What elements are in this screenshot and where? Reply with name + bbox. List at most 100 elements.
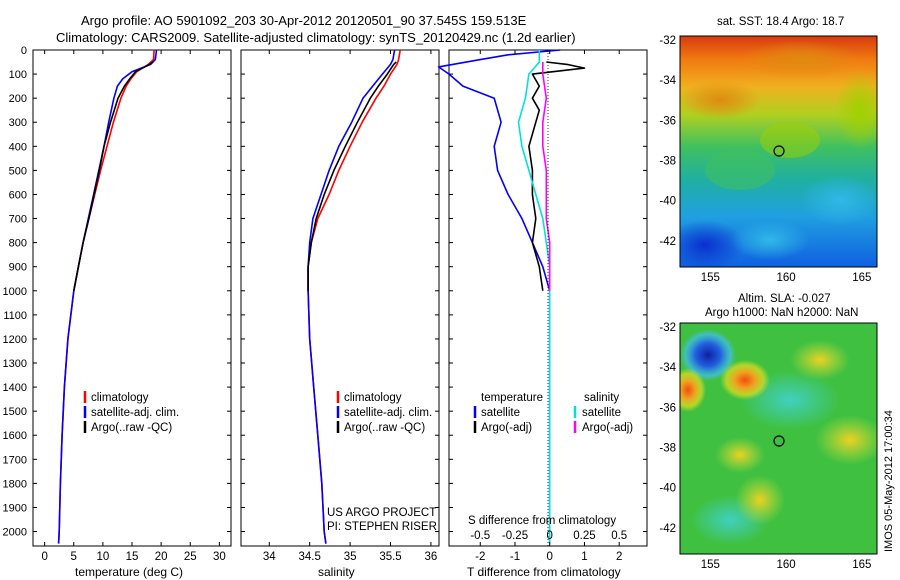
x-tick-label: 5 xyxy=(71,551,77,563)
legend-title-salinity: salinity xyxy=(584,392,619,404)
credit-text: IMOS 05-May-2012 17:00:34 xyxy=(883,410,895,552)
depth-tick-label: 1400 xyxy=(3,382,27,394)
x-tick-label: -2 xyxy=(475,551,485,563)
map-x-tick-label: 165 xyxy=(852,559,871,571)
map-x-tick-label: 165 xyxy=(852,272,871,284)
x-tick-label: 20 xyxy=(155,551,168,563)
map-y-tick-label: -38 xyxy=(659,156,676,168)
sst-map-title: sat. SST: 18.4 Argo: 18.7 xyxy=(717,16,844,28)
depth-tick-label: 1200 xyxy=(3,334,27,346)
map-y-tick-label: -40 xyxy=(659,196,676,208)
map-x-tick-label: 155 xyxy=(701,559,720,571)
series-line-climatology xyxy=(307,49,401,544)
map-y-tick-label: -40 xyxy=(659,483,676,495)
x-top-tick-label: 0.5 xyxy=(611,530,627,542)
header-line1: Argo profile: AO 5901092_203 30-Apr-2012… xyxy=(81,13,527,28)
depth-tick-label: 1700 xyxy=(3,454,27,466)
series-line-salinity-argo-adj- xyxy=(541,62,551,291)
temperature-series xyxy=(57,49,158,544)
x-tick-label: 0 xyxy=(547,551,553,563)
map-x-tick-label: 160 xyxy=(776,559,795,571)
temperature-legend-label-1: satellite-adj. clim. xyxy=(91,407,179,419)
x-top-tick-label: 0.25 xyxy=(573,530,595,542)
salinity-legend: climatology satellite-adj. clim. Argo(..… xyxy=(327,391,437,533)
map-y-tick-label: -36 xyxy=(659,402,676,414)
legend-temp-argo: Argo(-adj) xyxy=(481,422,532,434)
depth-tick-label: 500 xyxy=(9,165,27,177)
x-tick-label: 15 xyxy=(126,551,139,563)
salinity-series xyxy=(307,49,401,544)
series-line-temperature-argo-adj- xyxy=(528,61,586,291)
sla-map-subtitle: Argo h1000: NaN h2000: NaN xyxy=(705,307,858,319)
temperature-legend: climatology satellite-adj. clim. Argo(..… xyxy=(83,391,179,434)
sla-argo-location-marker xyxy=(773,435,785,447)
difference-top-xlabel: S difference from climatology xyxy=(468,515,616,527)
depth-tick-label: 600 xyxy=(9,189,27,201)
legend-sal-satellite: satellite xyxy=(582,407,621,419)
depth-tick-label: 700 xyxy=(9,214,27,226)
map-x-tick-label: 155 xyxy=(701,272,720,284)
temperature-panel-frame xyxy=(32,49,232,547)
legend-temp-satellite: satellite xyxy=(481,407,520,419)
depth-tick-label: 1500 xyxy=(3,406,27,418)
depth-tick-label: 400 xyxy=(9,141,27,153)
x-tick-label: 10 xyxy=(96,551,109,563)
legend-sal-argo: Argo(-adj) xyxy=(582,422,633,434)
header-line2: Climatology: CARS2009. Satellite-adjuste… xyxy=(56,30,576,45)
salinity-legend-label-1: satellite-adj. clim. xyxy=(344,407,432,419)
difference-panel-frame xyxy=(448,49,648,547)
map-y-tick-label: -38 xyxy=(659,443,676,455)
x-tick-label: -1 xyxy=(510,551,520,563)
map-y-tick-label: -42 xyxy=(659,236,676,248)
sla-heatmap xyxy=(680,323,877,554)
x-tick-label: 1 xyxy=(581,551,587,563)
series-line-temperature-satellite xyxy=(437,49,561,544)
legend-title-temperature: temperature xyxy=(481,392,543,404)
sst-argo-location-marker xyxy=(773,145,785,157)
sla-map-title: Altim. SLA: -0.027 xyxy=(738,293,831,305)
x-tick-label: 35 xyxy=(344,551,357,563)
difference-series xyxy=(437,49,586,544)
x-tick-label: 35.5 xyxy=(379,551,401,563)
depth-tick-label: 1100 xyxy=(3,310,27,322)
salinity-xlabel: salinity xyxy=(318,565,355,579)
sst-map-frame xyxy=(679,35,878,268)
depth-tick-label: 100 xyxy=(9,69,27,81)
x-tick-label: 30 xyxy=(213,551,226,563)
depth-axis: 0 100 200 300 400 500 600 700 800 900 1000 1100 1200… xyxy=(3,45,27,539)
x-tick-label: 0 xyxy=(41,551,47,563)
depth-tick-label: 1800 xyxy=(3,478,27,490)
map-y-tick-label: -36 xyxy=(659,115,676,127)
depth-tick-label: 1900 xyxy=(3,502,27,514)
depth-tick-label: 200 xyxy=(9,93,27,105)
map-y-tick-label: -34 xyxy=(659,75,676,87)
map-y-tick-label: -42 xyxy=(659,523,676,535)
map-y-tick-label: -34 xyxy=(659,362,676,374)
temperature-legend-label-2: Argo(..raw -QC) xyxy=(91,422,172,434)
project-note-line2: PI: STEPHEN RISER xyxy=(327,521,437,533)
depth-tick-label: 1600 xyxy=(3,430,27,442)
map-y-tick-label: -32 xyxy=(659,35,676,47)
x-tick-label: 34 xyxy=(263,551,276,563)
depth-tick-label: 900 xyxy=(9,262,27,274)
project-note-line1: US ARGO PROJECT xyxy=(327,507,436,519)
salinity-panel-frame xyxy=(240,49,440,547)
x-top-tick-label: 0 xyxy=(547,530,553,542)
depth-tick-label: 2000 xyxy=(3,527,27,539)
depth-tick-label: 800 xyxy=(9,238,27,250)
series-line-argo-raw-qc- xyxy=(307,61,397,291)
temperature-legend-label-0: climatology xyxy=(91,392,149,404)
difference-xlabel: T difference from climatology xyxy=(467,565,621,579)
x-tick-label: 34.5 xyxy=(298,551,320,563)
depth-tick-label: 0 xyxy=(21,45,27,57)
depth-tick-label: 1300 xyxy=(3,358,27,370)
x-tick-label: 25 xyxy=(184,551,197,563)
series-line-argo-raw-qc- xyxy=(73,61,154,291)
map-y-tick-label: -32 xyxy=(659,322,676,334)
salinity-legend-label-0: climatology xyxy=(344,392,402,404)
map-x-tick-label: 160 xyxy=(776,272,795,284)
series-line-satellite-adj-clim- xyxy=(307,49,396,544)
x-top-tick-label: -0.25 xyxy=(502,530,528,542)
x-top-tick-label: -0.5 xyxy=(470,530,490,542)
